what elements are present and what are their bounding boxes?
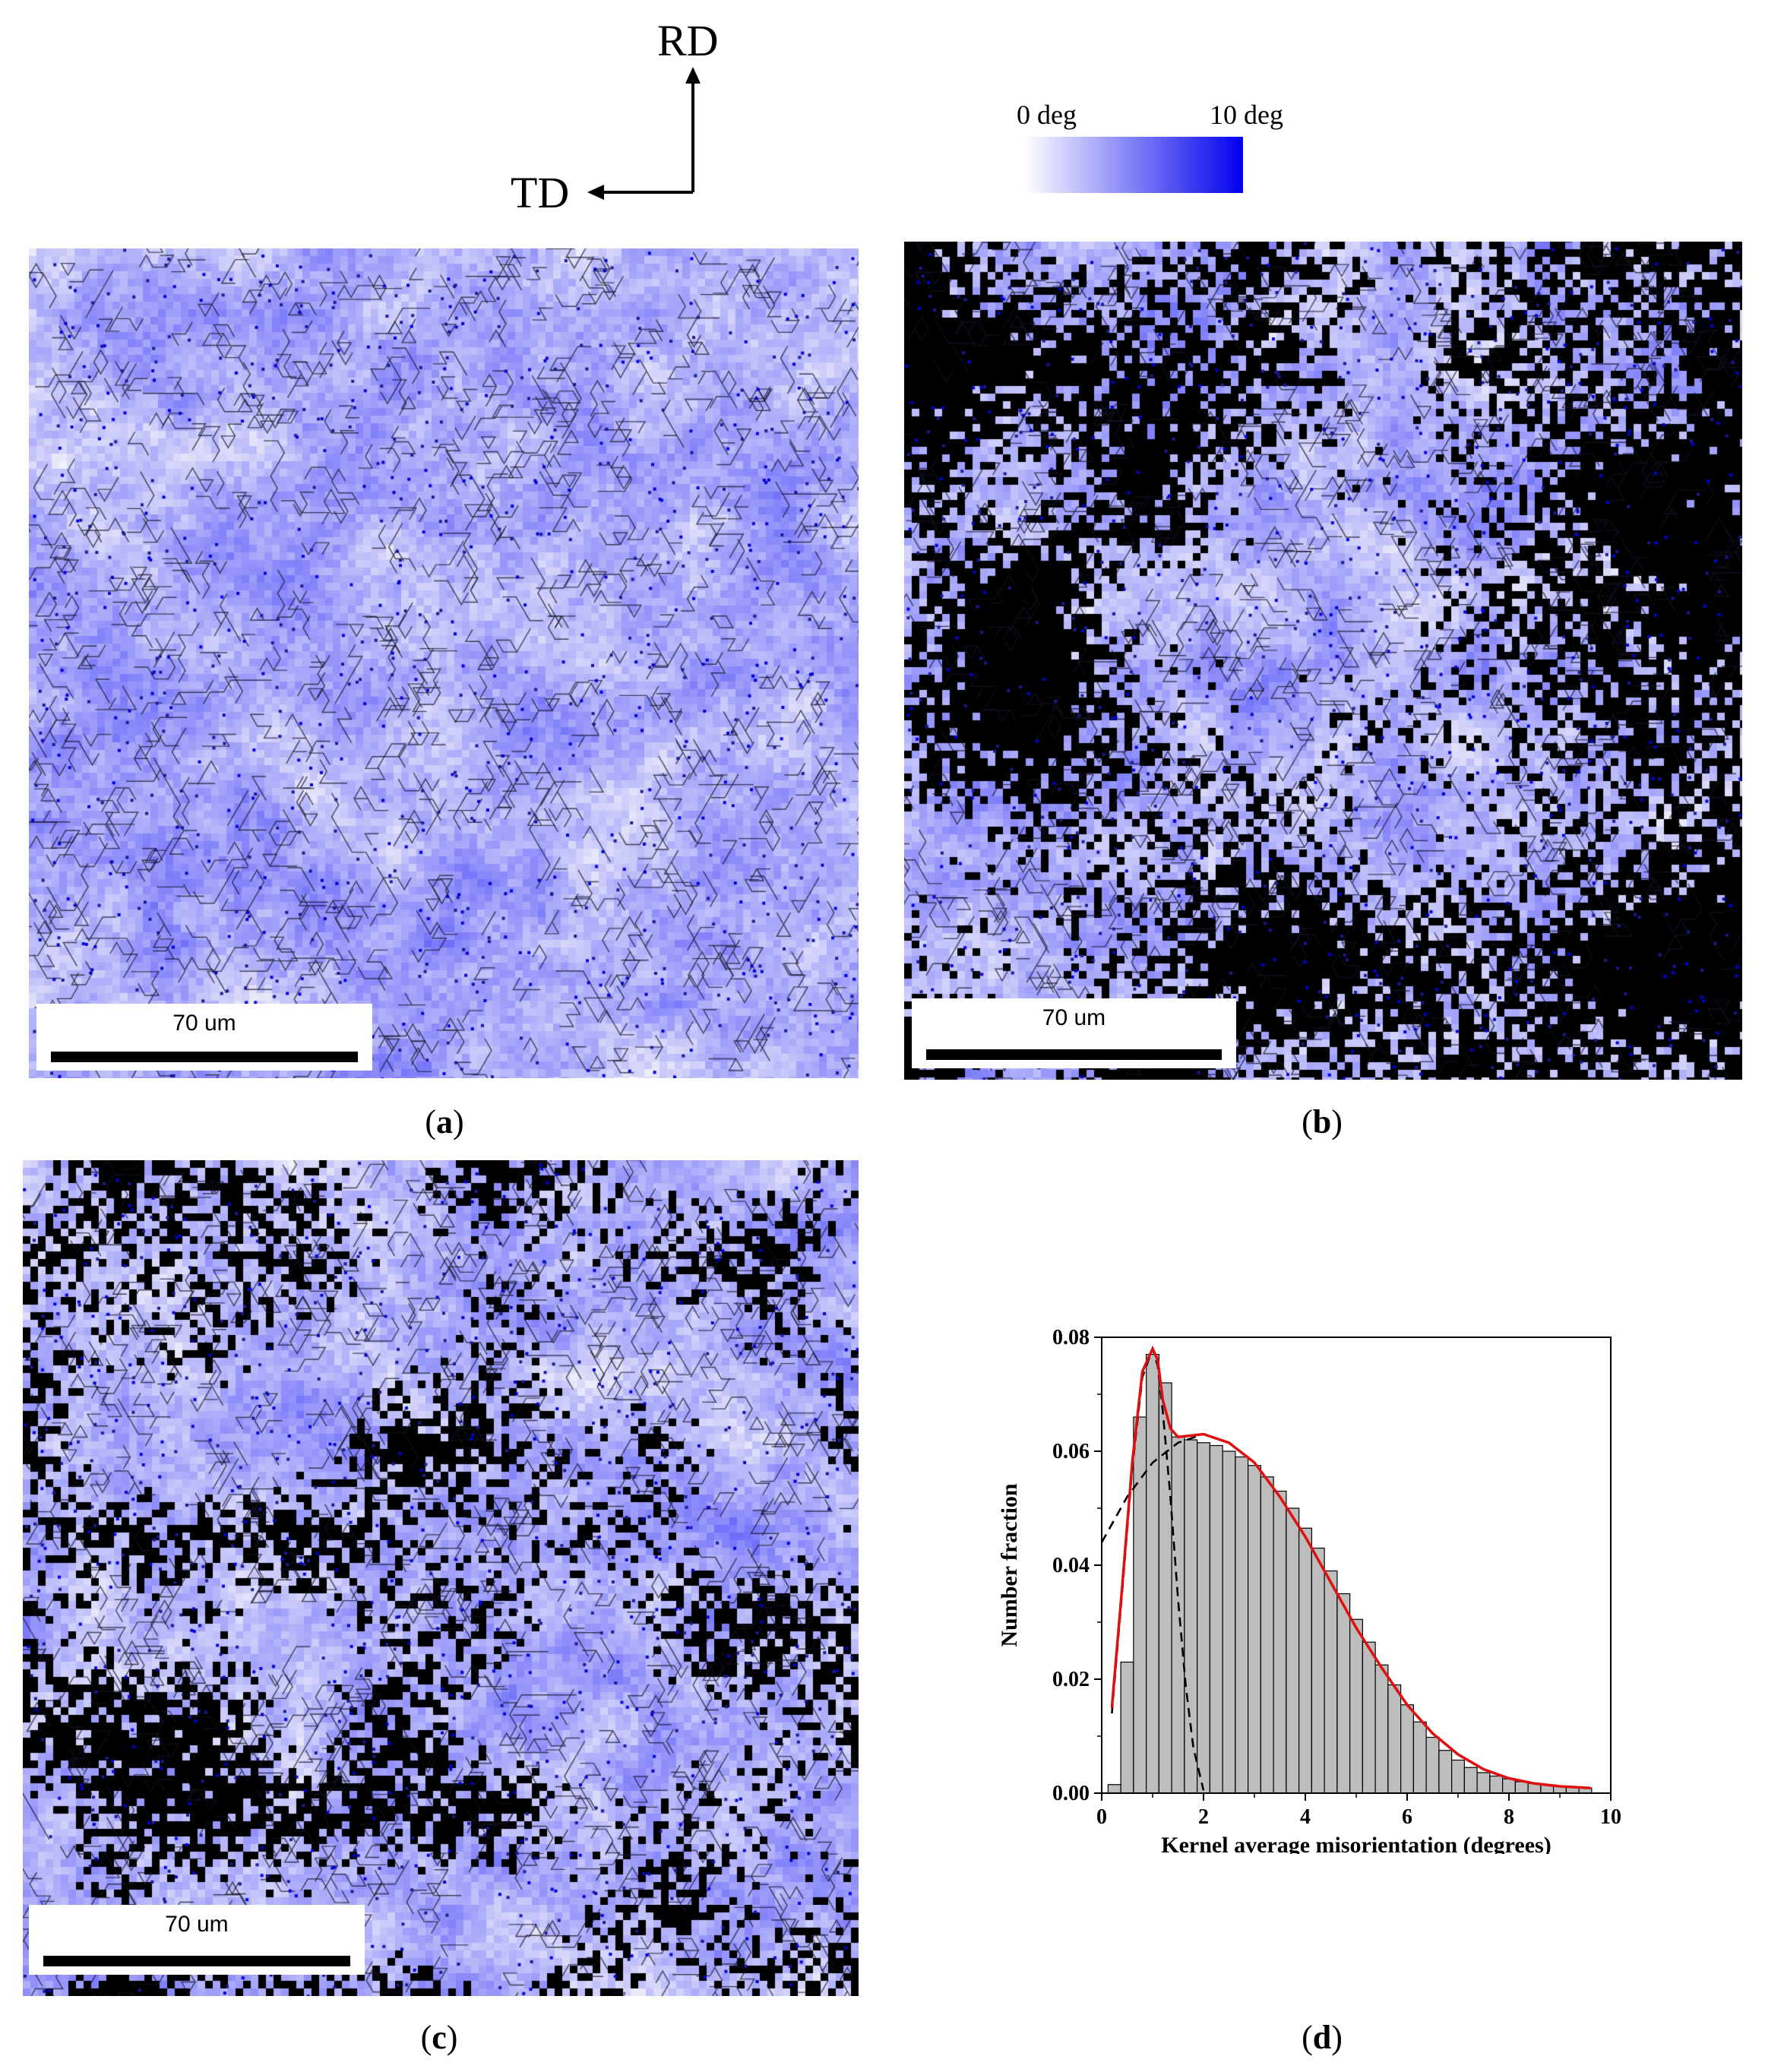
y-tick-label: 0.04 bbox=[1052, 1554, 1090, 1577]
histogram-bar bbox=[1502, 1778, 1516, 1794]
scale-bar-a-label: 70 um bbox=[172, 1011, 236, 1036]
y-tick-label: 0.06 bbox=[1052, 1440, 1090, 1463]
histogram-bar bbox=[1273, 1490, 1287, 1794]
histogram-bar bbox=[1412, 1721, 1427, 1794]
histogram-bar bbox=[1489, 1775, 1504, 1794]
histogram-bar bbox=[1362, 1641, 1376, 1794]
histogram-bar bbox=[1107, 1784, 1121, 1794]
scale-bar-c-line bbox=[43, 1956, 350, 1966]
histogram-bar bbox=[1248, 1465, 1261, 1794]
histogram-bar bbox=[1311, 1547, 1325, 1794]
rd-label: RD bbox=[657, 16, 719, 65]
kam-map-c: 70 um bbox=[23, 1160, 859, 1996]
orientation-axes: RD TD bbox=[501, 15, 745, 217]
histogram-bar bbox=[1260, 1476, 1274, 1794]
scale-bar-b: 70 um bbox=[912, 998, 1236, 1068]
histogram-bar bbox=[1197, 1442, 1210, 1794]
y-tick-label: 0.08 bbox=[1052, 1326, 1090, 1349]
x-tick-label: 10 bbox=[1600, 1805, 1621, 1829]
histogram-bar bbox=[1286, 1507, 1300, 1794]
kam-map-a: 70 um bbox=[29, 248, 859, 1078]
histogram-bar bbox=[1451, 1759, 1465, 1794]
histogram-bar bbox=[1336, 1593, 1351, 1794]
x-tick-label: 8 bbox=[1504, 1805, 1514, 1829]
y-axis-label: Number fraction bbox=[997, 1483, 1022, 1647]
histogram-bar bbox=[1374, 1664, 1389, 1794]
histogram-bar bbox=[1298, 1527, 1312, 1794]
histogram-bar bbox=[1349, 1618, 1363, 1794]
x-tick-label: 4 bbox=[1300, 1805, 1311, 1829]
colorbar: 0 deg 10 deg bbox=[1011, 90, 1284, 204]
colorbar-gradient bbox=[1024, 137, 1243, 193]
histogram-bar bbox=[1438, 1750, 1453, 1794]
y-tick-label: 0.00 bbox=[1052, 1782, 1090, 1805]
histogram-bar bbox=[1222, 1450, 1236, 1794]
histogram-bar bbox=[1387, 1684, 1402, 1794]
histogram-bar bbox=[1324, 1570, 1338, 1794]
orientation-arrows bbox=[587, 67, 701, 200]
caption-d: (d) bbox=[1302, 2019, 1343, 2056]
kam-map-c-image bbox=[23, 1160, 859, 1996]
kam-map-a-image bbox=[29, 248, 859, 1078]
kam-histogram-chart: 0 2 4 6 8 10 0.00 0.02 0.04 0.06 0.08 Kernel averag… bbox=[997, 1326, 1621, 1854]
td-label: TD bbox=[511, 168, 570, 217]
scale-bar-b-line bbox=[926, 1049, 1222, 1060]
histogram-bar bbox=[1235, 1456, 1249, 1794]
histogram-bar bbox=[1171, 1436, 1185, 1794]
x-tick-label: 2 bbox=[1198, 1805, 1209, 1829]
caption-a: (a) bbox=[425, 1103, 464, 1140]
histogram-bar bbox=[1425, 1736, 1440, 1794]
histogram-bar bbox=[1120, 1661, 1134, 1794]
scale-bar-a: 70 um bbox=[36, 1004, 372, 1071]
histogram-bar bbox=[1209, 1444, 1223, 1794]
histogram-bar bbox=[1400, 1704, 1414, 1794]
fit-curve-total bbox=[1110, 1345, 1591, 1790]
scale-bar-b-label: 70 um bbox=[1042, 1005, 1106, 1030]
caption-c: (c) bbox=[420, 2019, 458, 2056]
histogram-bar bbox=[1463, 1767, 1478, 1794]
kam-map-b: 70 um bbox=[904, 242, 1742, 1080]
colorbar-min-label: 0 deg bbox=[1017, 100, 1077, 130]
caption-b: (b) bbox=[1302, 1103, 1343, 1140]
kam-map-b-image bbox=[904, 242, 1742, 1080]
histogram-bar bbox=[1184, 1439, 1198, 1794]
y-tick-label: 0.02 bbox=[1052, 1668, 1090, 1691]
scale-bar-c-label: 70 um bbox=[165, 1912, 229, 1937]
fit-curve-component bbox=[1111, 1345, 1205, 1791]
histogram-bar bbox=[1146, 1353, 1159, 1794]
colorbar-max-label: 10 deg bbox=[1210, 100, 1283, 130]
scale-bar-a-line bbox=[51, 1052, 358, 1062]
x-tick-label: 0 bbox=[1096, 1805, 1107, 1829]
x-tick-label: 6 bbox=[1402, 1805, 1412, 1829]
scale-bar-c: 70 um bbox=[29, 1905, 365, 1975]
histogram-bar bbox=[1514, 1781, 1529, 1794]
x-axis-label: Kernel average misorientation (degrees) bbox=[1161, 1833, 1551, 1854]
histogram-bar bbox=[1476, 1772, 1491, 1794]
